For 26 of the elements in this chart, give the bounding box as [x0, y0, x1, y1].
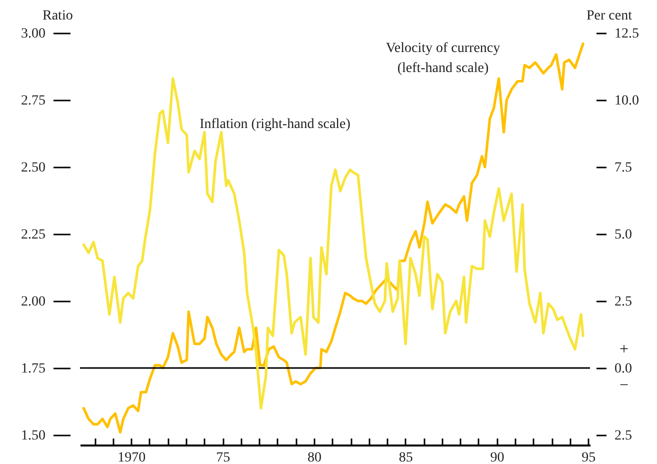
x-tick-label: 95 [582, 450, 596, 464]
y-tick-label: 2.25 [21, 228, 46, 242]
y-tick-label: 1.50 [21, 428, 46, 444]
y2-tick-label: 10.0 [614, 94, 639, 108]
y2-tick-label: 0.0 [614, 362, 632, 376]
x-tick-label: 85 [398, 450, 413, 464]
y-tick-label: 1.75 [21, 362, 46, 376]
y-tick-label: 2.75 [21, 94, 46, 108]
x-tick-label: 1970 [118, 450, 146, 464]
y2-tick-label: 5.0 [614, 228, 632, 242]
text: − [619, 377, 629, 394]
y-tick-label: 2.50 [21, 160, 46, 176]
text: + [619, 341, 629, 358]
y2-tick-label: 12.5 [614, 26, 639, 42]
x-tick-label: 80 [307, 450, 322, 464]
y-tick-label: 3.00 [21, 26, 46, 42]
x-tick-label: 90 [490, 450, 504, 464]
series-label: Inflation (right-hand scale) [200, 117, 351, 132]
x-tick-label: 75 [216, 450, 230, 464]
y2-tick-label: 7.5 [614, 160, 632, 176]
series-label: Velocity of currency (left-hand scale) [386, 41, 500, 76]
y-tick-label: 2.00 [21, 294, 46, 310]
y-axis-title: Ratio [42, 8, 73, 24]
y2-axis-title: Per cent [586, 8, 632, 24]
y2-tick-label: 2.5 [614, 428, 632, 444]
y2-tick-label: 2.5 [614, 294, 632, 310]
